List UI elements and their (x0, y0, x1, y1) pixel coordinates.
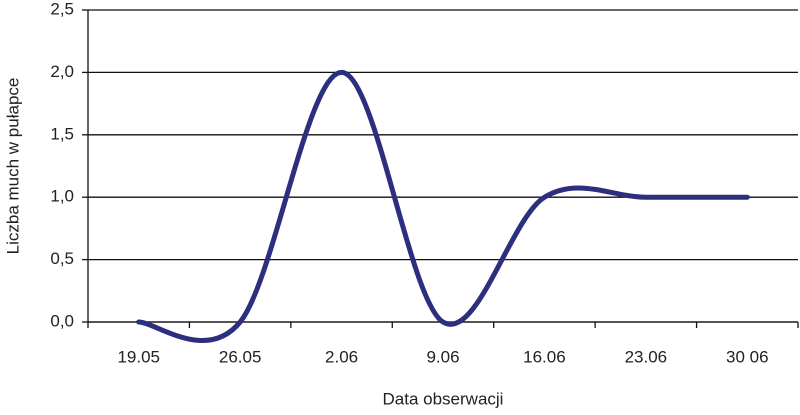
y-axis-label: Liczba much w pułapce (3, 78, 22, 255)
x-tick-label: 2.06 (325, 347, 358, 366)
x-tick-label: 23.06 (625, 347, 668, 366)
x-tick-label: 9.06 (426, 347, 459, 366)
y-tick-label: 0,0 (50, 311, 74, 330)
y-tick-label: 2,5 (50, 0, 74, 18)
y-tick-label: 1,5 (50, 124, 74, 143)
x-axis-label: Data obserwacji (383, 389, 504, 408)
x-tick-label: 26.05 (219, 347, 262, 366)
line (136, 69, 750, 343)
x-tick-label: 19.05 (117, 347, 160, 366)
x-tick-label: 16.06 (523, 347, 566, 366)
y-tick-label: 2,0 (50, 62, 74, 81)
y-tick-label: 1,0 (50, 187, 74, 206)
x-tick-label: 30 06 (726, 347, 769, 366)
y-tick-label: 0,5 (50, 249, 74, 268)
